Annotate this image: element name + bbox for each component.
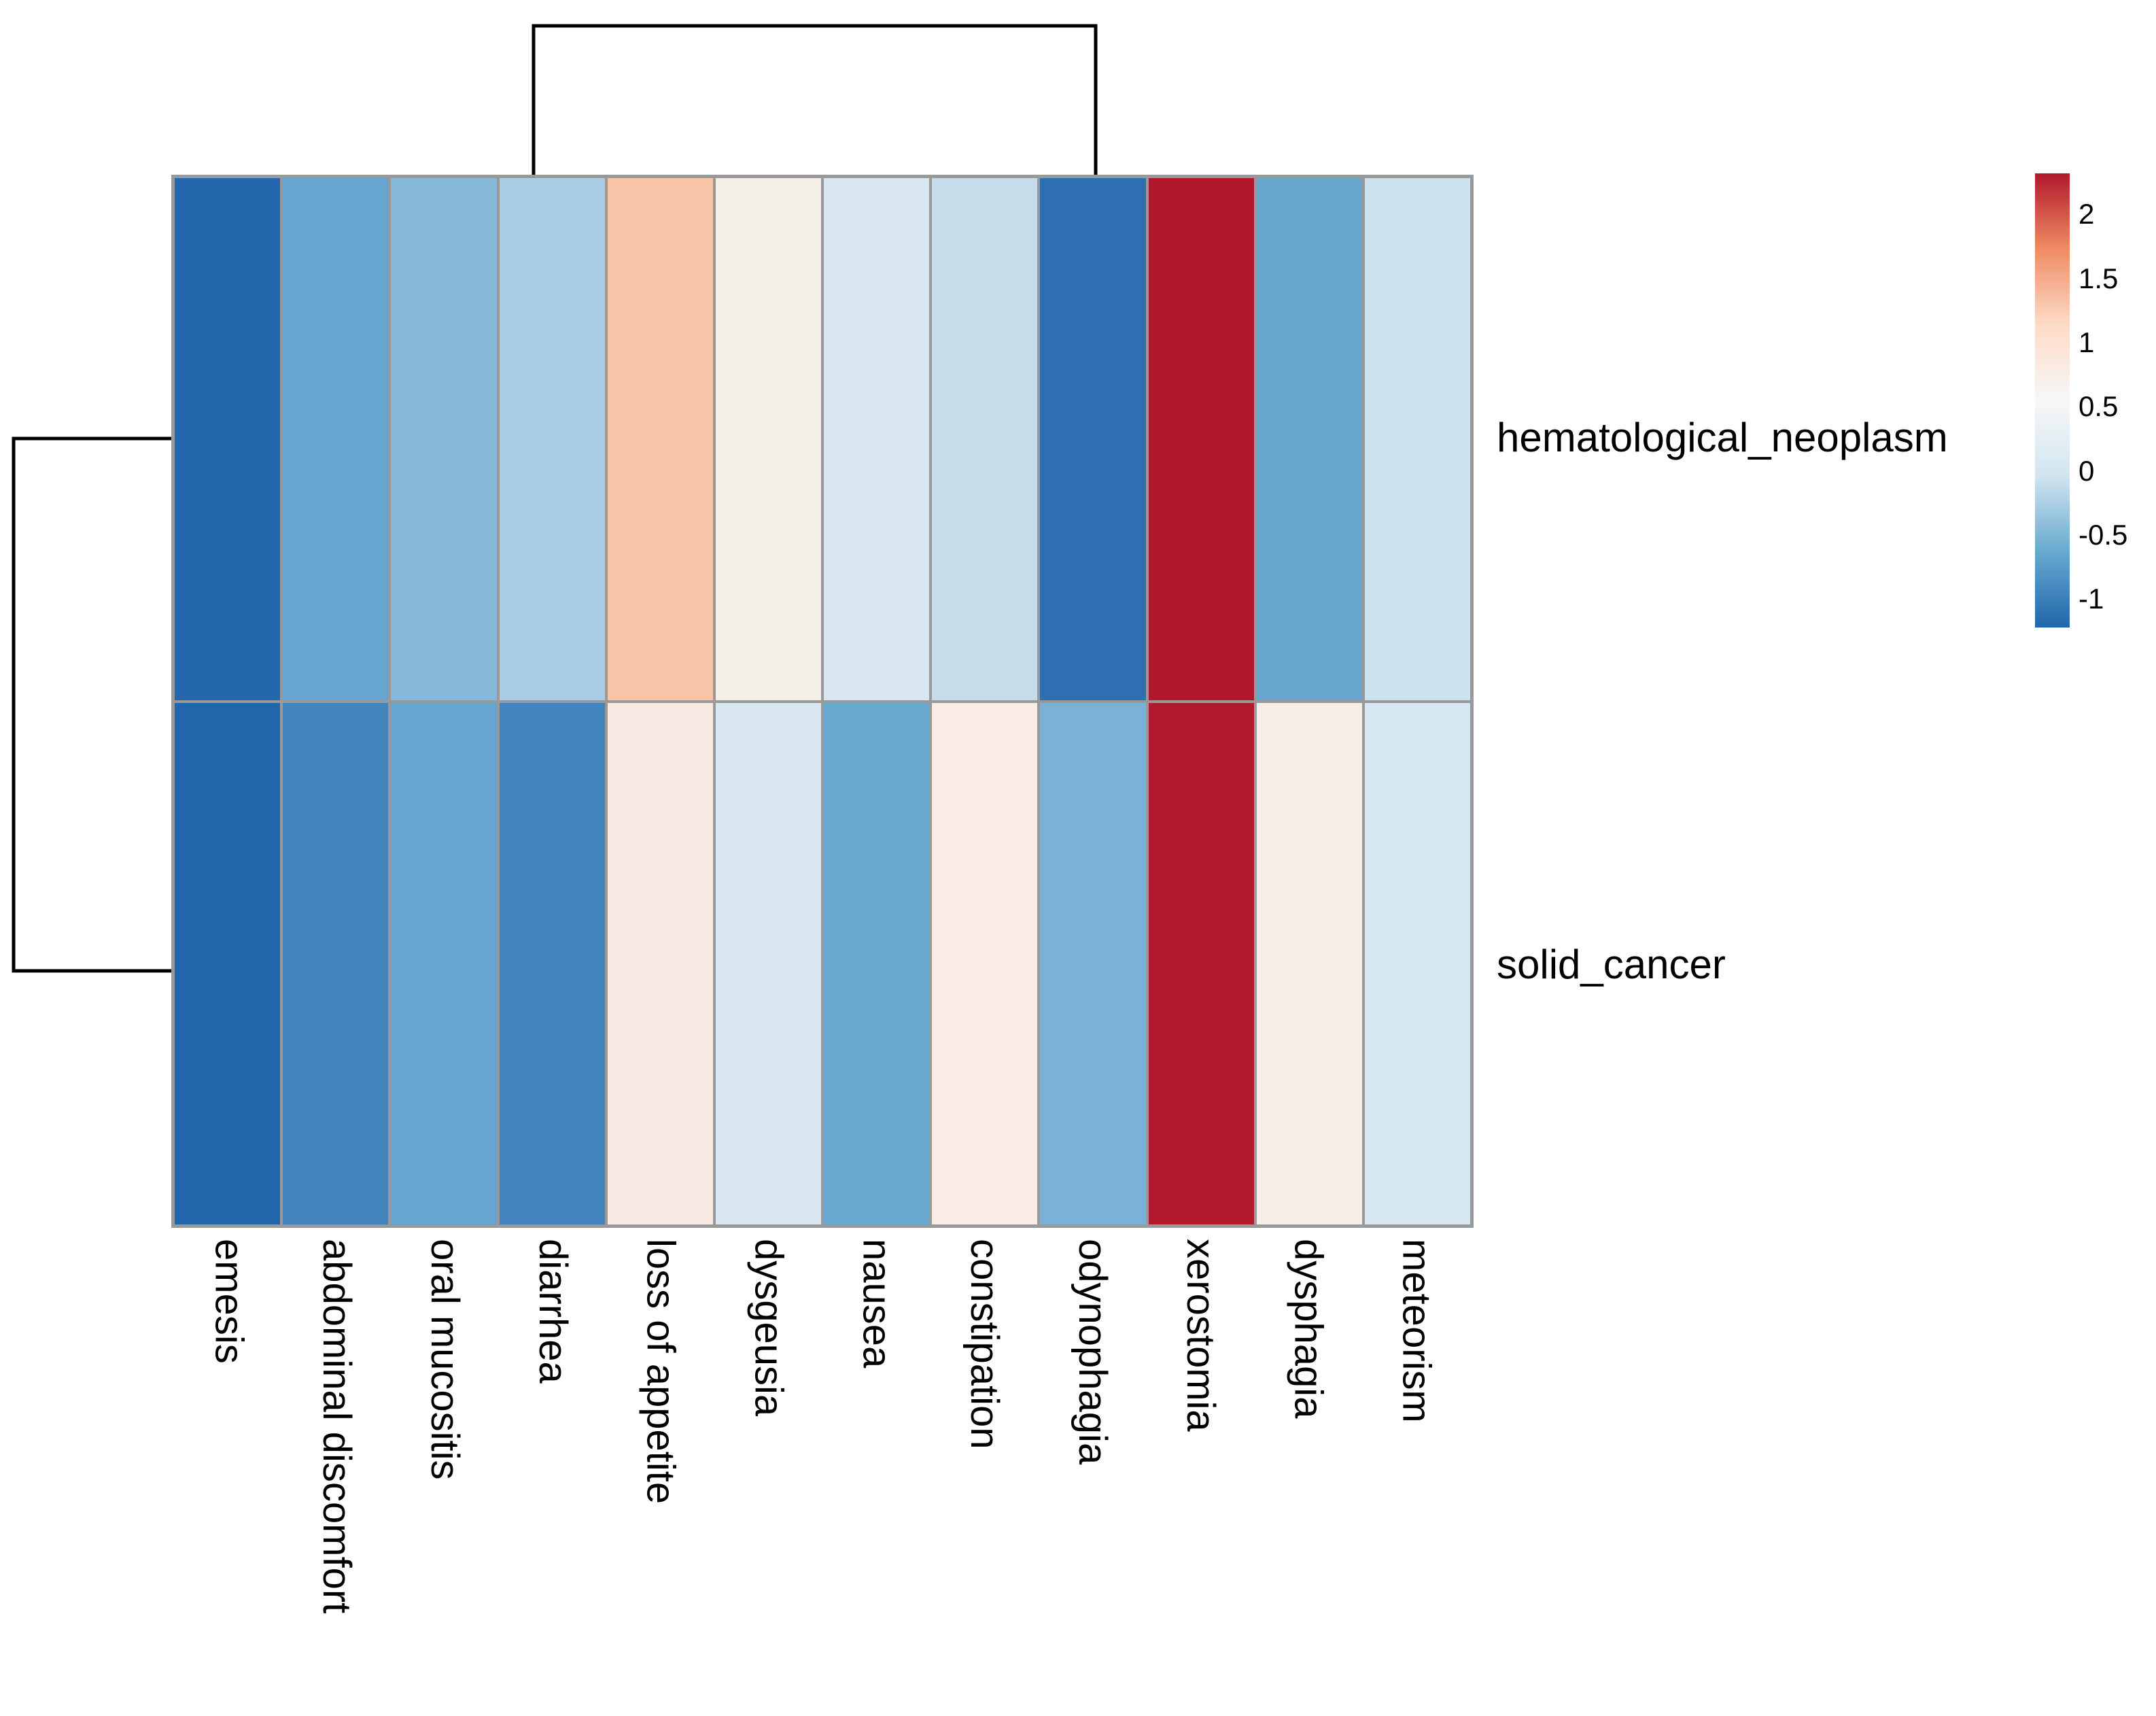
column-label-meteorism: meteorism	[1394, 1239, 1439, 1423]
cell-solid_cancer-nausea	[824, 702, 930, 1224]
column-label-emesis: emesis	[207, 1239, 251, 1364]
legend-tick--0.5: -0.5	[2079, 519, 2128, 551]
cell-hematological_neoplasm-odynophagia	[1040, 178, 1146, 700]
cell-solid_cancer-loss-of-appetite	[607, 702, 713, 1224]
column-label-abdominal-discomfort: abdominal discomfort	[315, 1239, 360, 1614]
cell-solid_cancer-dysgeusia	[715, 702, 821, 1224]
cell-hematological_neoplasm-meteorism	[1364, 178, 1470, 700]
legend-tick-1.5: 1.5	[2079, 262, 2119, 294]
legend-tick-0: 0	[2079, 455, 2095, 487]
heatmap-grid	[171, 175, 1474, 1228]
column-label-nausea: nausea	[854, 1239, 899, 1369]
legend-gradient-bar	[2035, 173, 2070, 628]
legend-tick-2: 2	[2079, 198, 2095, 230]
cell-hematological_neoplasm-dysgeusia	[715, 178, 821, 700]
cell-hematological_neoplasm-oral-mucositis	[391, 178, 497, 700]
cell-hematological_neoplasm-diarrhea	[499, 178, 605, 700]
cell-solid_cancer-odynophagia	[1040, 702, 1146, 1224]
column-label-dysphagia: dysphagia	[1286, 1239, 1331, 1419]
legend-tick--1: -1	[2079, 583, 2104, 615]
cell-solid_cancer-emesis	[175, 702, 281, 1224]
cell-solid_cancer-meteorism	[1364, 702, 1470, 1224]
column-dendrogram	[532, 24, 1098, 178]
cell-hematological_neoplasm-loss-of-appetite	[607, 178, 713, 700]
row-label-solid-cancer: solid_cancer	[1497, 941, 1726, 987]
cell-solid_cancer-xerostomia	[1148, 702, 1254, 1224]
row-label-hematological-neoplasm: hematological_neoplasm	[1497, 415, 1948, 461]
cell-solid_cancer-dysphagia	[1256, 702, 1362, 1224]
cell-hematological_neoplasm-emesis	[175, 178, 281, 700]
column-label-constipation: constipation	[962, 1239, 1007, 1449]
cell-hematological_neoplasm-xerostomia	[1148, 178, 1254, 700]
row-labels: hematological_neoplasm solid_cancer	[1497, 175, 2149, 1228]
column-label-dysgeusia: dysgeusia	[746, 1239, 791, 1417]
column-label-loss-of-appetite: loss of appetite	[638, 1239, 683, 1505]
column-label-oral-mucositis: oral mucositis	[423, 1239, 468, 1480]
column-label-xerostomia: xerostomia	[1178, 1239, 1223, 1432]
cell-solid_cancer-oral-mucositis	[391, 702, 497, 1224]
cell-hematological_neoplasm-nausea	[824, 178, 930, 700]
cell-hematological_neoplasm-constipation	[932, 178, 1038, 700]
col-labels: emesis abdominal discomfort oral mucositis…	[171, 1239, 1474, 1715]
legend-tick-1: 1	[2079, 326, 2095, 358]
cell-solid_cancer-abdominal-discomfort	[283, 702, 389, 1224]
column-label-diarrhea: diarrhea	[530, 1239, 575, 1384]
cell-hematological_neoplasm-abdominal-discomfort	[283, 178, 389, 700]
color-scale-legend: 2 1.5 1 0.5 0 -0.5 -1	[2035, 173, 2156, 649]
row-dendrogram	[12, 436, 171, 973]
cell-solid_cancer-constipation	[932, 702, 1038, 1224]
column-label-odynophagia: odynophagia	[1071, 1239, 1115, 1465]
cell-hematological_neoplasm-dysphagia	[1256, 178, 1362, 700]
legend-tick-0.5: 0.5	[2079, 390, 2119, 422]
cell-solid_cancer-diarrhea	[499, 702, 605, 1224]
legend-ticks: 2 1.5 1 0.5 0 -0.5 -1	[2079, 173, 2153, 628]
